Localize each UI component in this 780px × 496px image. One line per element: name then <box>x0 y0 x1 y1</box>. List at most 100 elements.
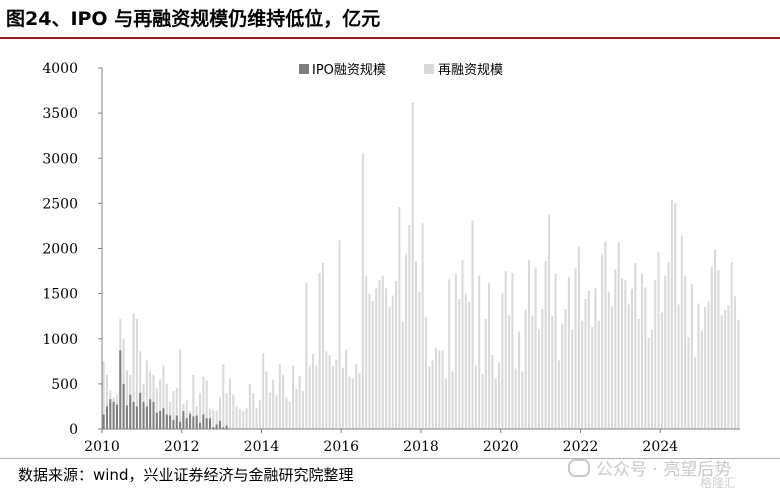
refinancing-bar <box>398 206 401 429</box>
refinancing-bar <box>348 376 351 429</box>
refinancing-bar <box>468 301 471 429</box>
refinancing-bar <box>687 336 690 429</box>
source-divider <box>0 458 780 459</box>
title-divider <box>0 37 780 39</box>
refinancing-bar <box>634 262 637 429</box>
refinancing-bar <box>265 371 268 429</box>
refinancing-bar <box>421 223 424 429</box>
ipo-bar <box>139 392 142 429</box>
refinancing-bar <box>371 300 374 429</box>
ipo-bar <box>112 401 115 429</box>
refinancing-bar <box>484 318 487 429</box>
ipo-bar <box>172 419 175 429</box>
refinancing-bar <box>511 272 514 429</box>
refinancing-bar <box>228 378 231 429</box>
refinancing-bar <box>401 321 404 429</box>
watermark-text: 公众号 · 亮望后势 <box>596 460 732 480</box>
refinancing-bar <box>461 260 464 429</box>
refinancing-bar <box>660 312 663 429</box>
refinancing-bar <box>717 270 720 429</box>
refinancing-bar <box>159 379 162 429</box>
y-tick-label: 3000 <box>42 151 78 167</box>
refinancing-bar <box>664 275 667 429</box>
refinancing-bar <box>262 353 265 429</box>
watermark-sub: 格隆汇 <box>700 476 737 490</box>
ipo-bar <box>165 414 168 429</box>
refinancing-bar <box>707 301 710 429</box>
refinancing-bar <box>155 388 158 429</box>
refinancing-bar <box>594 288 597 429</box>
ipo-bar <box>225 425 228 429</box>
refinancing-bar <box>218 397 221 429</box>
refinancing-bar <box>245 408 248 429</box>
refinancing-bar <box>368 293 371 430</box>
y-tick-label: 1000 <box>42 332 78 348</box>
refinancing-bar <box>514 368 517 429</box>
x-tick-label: 2010 <box>84 439 120 455</box>
ipo-bar <box>152 401 155 429</box>
refinancing-bar <box>491 355 494 429</box>
refinancing-bar <box>577 246 580 429</box>
ipo-bar <box>145 406 148 429</box>
refinancing-bar <box>414 261 418 429</box>
refinancing-bar <box>395 280 398 429</box>
ipo-bar <box>182 410 185 429</box>
refinancing-bar <box>295 389 298 429</box>
refinancing-bar <box>551 316 554 429</box>
refinancing-bar <box>378 280 381 429</box>
refinancing-bar <box>282 374 285 429</box>
refinancing-bar <box>341 367 344 429</box>
y-tick-label: 2500 <box>42 196 78 212</box>
ipo-bar <box>129 394 132 429</box>
refinancing-bar <box>298 375 301 429</box>
refinancing-bar <box>388 307 391 429</box>
refinancing-bar <box>607 291 610 429</box>
refinancing-bar <box>105 374 109 429</box>
refinancing-bar <box>644 287 647 429</box>
refinancing-bar <box>501 293 504 430</box>
ipo-bar <box>218 420 221 429</box>
refinancing-bar <box>358 373 361 429</box>
y-tick-label: 2000 <box>42 242 78 258</box>
refinancing-bar <box>680 235 683 429</box>
refinancing-bar <box>650 329 653 429</box>
refinancing-bar <box>361 152 364 429</box>
refinancing-bar <box>524 309 527 429</box>
refinancing-bar <box>365 275 368 429</box>
refinancing-bar <box>621 278 624 429</box>
refinancing-bar <box>288 401 291 429</box>
refinancing-bar <box>700 330 703 429</box>
ipo-bar <box>115 404 118 429</box>
x-tick-label: 2012 <box>164 439 200 455</box>
refinancing-bar <box>418 291 421 429</box>
refinancing-bar <box>581 320 584 429</box>
refinancing-bar <box>328 355 331 429</box>
ipo-bar <box>179 421 182 429</box>
refinancing-bar <box>238 409 241 429</box>
ipo-bar <box>215 424 218 429</box>
legend-refinancing-swatch <box>424 64 434 74</box>
refinancing-bar <box>192 374 195 429</box>
refinancing-bar <box>235 406 238 429</box>
watermark: 公众号 · 亮望后势 <box>568 455 731 480</box>
ipo-bar <box>189 413 192 429</box>
refinancing-bar <box>275 394 278 429</box>
ipo-bar <box>162 408 165 429</box>
ipo-bar <box>212 427 215 429</box>
refinancing-bar <box>145 360 148 429</box>
refinancing-bar <box>292 365 295 429</box>
ipo-bar <box>109 399 112 429</box>
refinancing-bar <box>451 371 454 429</box>
refinancing-bar <box>537 329 540 429</box>
refinancing-bar <box>411 102 414 430</box>
refinancing-bar <box>654 280 657 429</box>
refinancing-bar <box>737 319 740 429</box>
refinancing-bar <box>444 378 447 429</box>
refinancing-bar <box>185 400 188 429</box>
refinancing-bar <box>448 279 451 429</box>
refinancing-bar <box>335 359 338 429</box>
ipo-bar <box>208 418 212 429</box>
refinancing-bar <box>321 262 324 429</box>
refinancing-bar <box>255 408 258 429</box>
refinancing-bar <box>152 374 155 429</box>
